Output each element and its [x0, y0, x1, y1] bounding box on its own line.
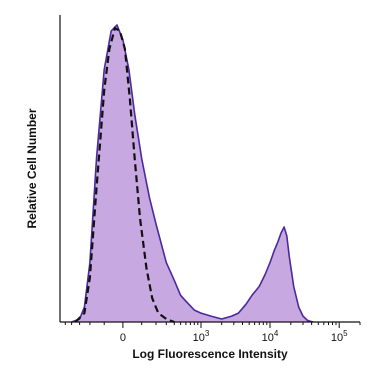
axes: 0 103 104 105 [59, 15, 361, 344]
plot-area [71, 24, 314, 324]
x-tick-label: 103 [193, 329, 210, 344]
x-axis-title: Log Fluorescence Intensity [132, 347, 288, 361]
y-axis-title: Relative Cell Number [25, 108, 39, 228]
x-axis-ticks [64, 322, 361, 328]
x-axis-tick-labels: 0 103 104 105 [120, 329, 348, 344]
x-tick-label: 104 [262, 329, 279, 344]
x-tick-label: 105 [331, 329, 348, 344]
control-histogram-dashed [74, 26, 175, 324]
x-tick-label: 0 [120, 332, 126, 344]
